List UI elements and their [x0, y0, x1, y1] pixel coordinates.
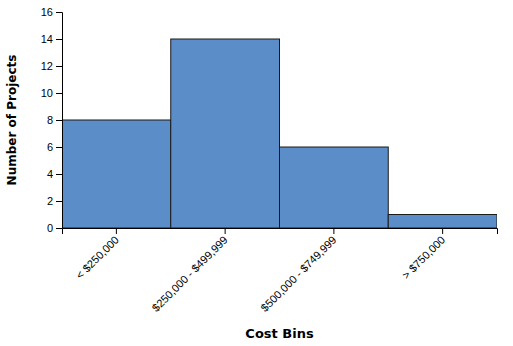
- bar: [388, 215, 497, 229]
- tick: < $250,000: [73, 228, 121, 281]
- tick-mark: [442, 228, 443, 234]
- tick: 4: [47, 168, 62, 180]
- tick: > $750,000: [400, 228, 448, 281]
- tick-mark: [56, 66, 62, 67]
- tick-mark: [56, 39, 62, 40]
- tick-mark: [116, 228, 117, 234]
- bar: [62, 120, 171, 228]
- tick: 8: [47, 114, 62, 126]
- tick: $250,000 - $499,999: [150, 228, 230, 314]
- tick-mark: [56, 201, 62, 202]
- tick: 6: [47, 141, 62, 153]
- tick: 10: [41, 87, 62, 99]
- tick: 16: [41, 6, 62, 18]
- tick-label: $500,000 - $749,999: [258, 234, 338, 314]
- tick-mark: [56, 120, 62, 121]
- tick-label: 12: [41, 60, 53, 72]
- tick-label: 2: [47, 195, 53, 207]
- chart-container: 0 2 4 6 8 10 12 14 16 < $250,000 $250,000 - $499,9…: [0, 0, 513, 346]
- plot-area: 0 2 4 6 8 10 12 14 16 < $250,000 $250,000 - $499,9…: [41, 6, 498, 314]
- tick-label: 6: [47, 141, 53, 153]
- tick-mark: [56, 174, 62, 175]
- x-axis: < $250,000 $250,000 - $499,999 $500,000 - …: [63, 228, 498, 314]
- tick: 12: [41, 60, 62, 72]
- axis-line: [56, 13, 63, 229]
- bar: [280, 147, 389, 228]
- bars: [62, 39, 497, 228]
- tick-label: 14: [41, 33, 53, 45]
- tick: 14: [41, 33, 62, 45]
- y-axis: 0 2 4 6 8 10 12 14 16: [41, 6, 63, 234]
- tick: 0: [47, 222, 62, 234]
- tick-mark: [56, 228, 62, 229]
- tick-mark: [333, 228, 334, 234]
- tick: $500,000 - $749,999: [258, 228, 338, 314]
- axis-line: [63, 229, 498, 235]
- tick-mark: [56, 93, 62, 94]
- tick-label: $250,000 - $499,999: [150, 234, 230, 314]
- tick-mark: [225, 228, 226, 234]
- y-axis-title: Number of Projects: [5, 55, 19, 186]
- tick-mark: [56, 12, 62, 13]
- chart-svg: 0 2 4 6 8 10 12 14 16 < $250,000 $250,000 - $499,9…: [0, 0, 513, 346]
- tick-label: 8: [47, 114, 53, 126]
- tick-label: < $250,000: [73, 234, 121, 282]
- tick-mark: [56, 147, 62, 148]
- tick: 2: [47, 195, 62, 207]
- bar: [171, 39, 280, 228]
- tick-label: > $750,000: [400, 234, 448, 282]
- tick-label: 16: [41, 6, 53, 18]
- tick-label: 0: [47, 222, 53, 234]
- tick-label: 4: [47, 168, 53, 180]
- tick-label: 10: [41, 87, 53, 99]
- x-axis-title: Cost Bins: [245, 326, 314, 341]
